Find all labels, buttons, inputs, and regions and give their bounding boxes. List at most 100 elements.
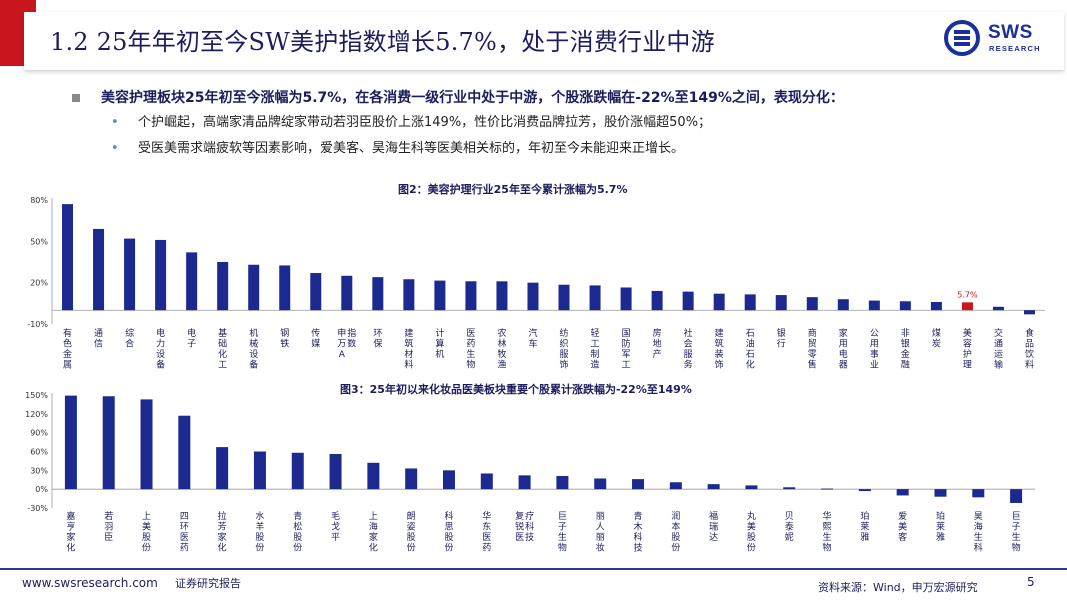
x-tick-label: 机械设备 [249,327,258,371]
bar [930,301,942,311]
bar [961,302,973,311]
bar [367,462,380,490]
x-tick-label: 汽车 [528,327,537,350]
logo-text: SWS [988,22,1033,43]
x-tick-label: 石油石化 [746,329,755,371]
bar [632,479,645,490]
x-tick-label: 嘉亨家化 [66,510,75,554]
x-tick-label: 房地产 [653,327,662,360]
bar [558,284,570,311]
x-tick-label: 水羊股份 [255,510,264,554]
bar [64,395,77,490]
x-tick-label: 商贸零售 [808,327,817,371]
x-tick-label: 传媒 [311,327,320,350]
x-tick-label: 轻工制造 [591,327,600,371]
bar [837,299,849,311]
data-source: 资料来源：Wind，申万宏源研究 [818,581,978,594]
main-bullet: 美容护理板块25年初至今涨幅为5.7%，在各消费一级行业中处于中游，个股涨跌幅在… [68,86,1058,110]
x-tick-label: 华东医药 [482,510,491,554]
bar [124,238,136,311]
x-tick-label: 珀莱雅 [860,510,869,543]
bar [434,280,446,311]
x-tick-label: 青木科技 [634,510,643,554]
bar [62,204,74,311]
bar [496,281,508,311]
y-tick-label: 80% [30,196,48,205]
bar [899,301,911,311]
bar [279,265,291,311]
y-tick-label: -30% [27,504,48,513]
page-number: 5 [1027,575,1035,589]
x-tick-label: 巨子生物 [1012,511,1021,554]
bar [744,294,756,311]
bar [186,252,198,311]
bullet-list: 美容护理板块25年初至今涨幅为5.7%，在各消费一级行业中处于中游，个股涨跌幅在… [68,86,1058,162]
x-tick-label: 家用电器 [839,327,848,371]
bar [972,489,985,498]
bar [651,290,663,311]
x-tick-label: 上美股份 [142,511,151,554]
main-bullet-text: 美容护理板块25年初至今涨幅为5.7%，在各消费一级行业中处于中游，个股涨跌幅在… [101,90,844,106]
x-tick-label: 煤炭 [932,327,941,350]
chart-title: 图2：美容护理行业25年至今累计涨幅为5.7% [398,183,628,196]
page-title: 1.2 25年年初至今SW美护指数增长5.7%，处于消费行业中游 [50,28,715,56]
logo-icon [944,20,980,56]
bar [291,452,304,490]
bar [93,228,105,311]
x-tick-label: 四环医药 [180,512,189,554]
x-tick-label: 建筑装饰 [715,327,724,371]
dot-bullet-icon: • [111,141,119,156]
bar [896,489,909,496]
bar [310,273,322,311]
bar [329,454,342,490]
x-tick-label: 国防军工 [622,328,631,371]
bar [713,293,725,311]
bar [248,264,260,311]
x-tick-label: 贝泰妮 [785,511,794,543]
x-tick-label: 食品饮料 [1025,327,1034,371]
bar [102,396,115,490]
bar [465,281,477,311]
x-tick-label: 拉芳家化 [218,510,227,554]
bar [589,285,601,311]
bar [341,275,353,311]
x-tick-label: 朗姿股份 [407,510,416,554]
header: 1.2 25年年初至今SW美护指数增长5.7%，处于消费行业中游 SWS RES… [0,0,1067,78]
bar [253,451,266,490]
title-box [24,12,1064,70]
x-tick-label: 医药生物 [466,328,475,371]
x-tick-label: 环保 [373,328,382,350]
x-tick-label: 美容护理 [963,327,972,371]
bar [620,287,632,311]
x-tick-label: 交通运输 [994,327,1003,371]
bar [518,475,531,490]
x-tick-label: 社会服务 [684,327,693,371]
bar [480,473,493,490]
x-tick-label: 基础化工 [218,327,227,371]
bar [934,489,947,497]
y-tick-label: 120% [25,410,48,419]
x-tick-label: 爱美客 [898,511,907,543]
x-tick-label: 银行 [777,327,786,350]
x-tick-label: 计算机 [435,327,444,360]
website-link[interactable]: www.swsresearch.com [22,576,158,590]
x-tick-label: 申万 A指数 [337,327,356,360]
logo-subtext: RESEARCH [989,44,1041,53]
x-tick-label: 电子 [187,327,196,350]
x-tick-label: 华熙生物 [823,510,832,554]
bar [155,239,167,311]
bar [745,485,758,490]
x-tick-label: 纺织服饰 [560,327,569,371]
x-tick-label: 科思股份 [444,510,453,554]
x-tick-label: 福瑞达 [709,510,718,543]
x-tick-label: 巨子生物 [558,511,567,554]
bar [821,488,834,490]
stock-returns-chart: 150% 120% 90% 60% 30% 0% -30% 嘉亨家化 若羽臣 上美股份 四环医药 拉芳… [25,391,1035,554]
x-tick-label: 上海家化 [369,511,378,554]
bar [992,306,1004,311]
bar [178,415,191,490]
chart-title: 图3：25年初以来化妆品医美板块重要个股累计涨跌幅为-22%至149% [340,383,692,396]
y-tick-label: -10% [27,320,48,329]
bar [1010,489,1023,503]
